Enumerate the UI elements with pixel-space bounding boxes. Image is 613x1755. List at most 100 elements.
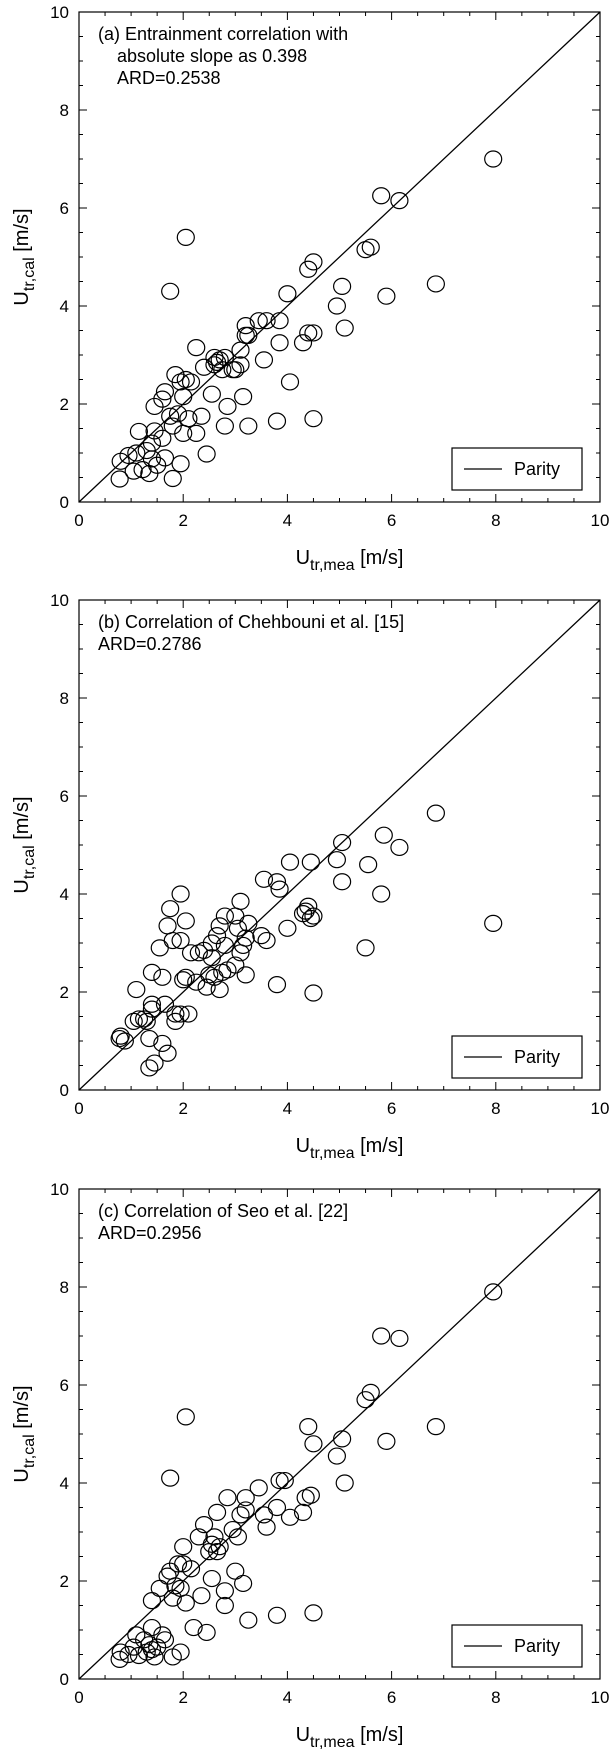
- data-point: [155, 383, 175, 401]
- data-point: [257, 1518, 276, 1536]
- y-tick-label: 2: [60, 1572, 69, 1591]
- data-point: [153, 1034, 172, 1053]
- data-point: [192, 1587, 211, 1605]
- data-point: [163, 469, 182, 488]
- data-point: [267, 1606, 287, 1624]
- chart-panel-1: 0 2 4 6 8 10 0 2 4 6 8 10 Utr,mea [m/s] Utr,cal [m/s]…: [11, 591, 609, 1162]
- data-point: [145, 1648, 164, 1666]
- data-point: [176, 370, 195, 389]
- data-point: [361, 1383, 380, 1401]
- data-point: [218, 961, 237, 979]
- data-point: [226, 956, 245, 974]
- data-point: [327, 1447, 346, 1465]
- data-point: [158, 917, 177, 935]
- data-point: [187, 339, 206, 357]
- data-point: [236, 317, 255, 335]
- data-point: [249, 1479, 268, 1497]
- data-point: [239, 914, 258, 933]
- data-point: [166, 366, 185, 384]
- y-tick-label: 2: [60, 983, 69, 1002]
- x-tick-label: 0: [74, 1099, 83, 1118]
- data-point: [127, 980, 146, 999]
- data-point: [327, 297, 346, 315]
- data-point: [171, 455, 190, 473]
- data-point: [275, 1471, 294, 1490]
- chart-title: (c) Correlation of Seo et al. [22]: [98, 1201, 348, 1221]
- data-point: [148, 1638, 167, 1656]
- data-point: [129, 1010, 149, 1028]
- data-point: [184, 1618, 203, 1637]
- data-point: [390, 838, 409, 857]
- data-point: [226, 361, 245, 379]
- data-point: [110, 1029, 129, 1048]
- data-point: [145, 1054, 164, 1072]
- x-tick-label: 2: [178, 511, 187, 530]
- x-tick-label: 2: [178, 1099, 187, 1118]
- data-point: [377, 1432, 396, 1450]
- data-point: [333, 873, 352, 891]
- y-tick-label: 4: [60, 1474, 69, 1493]
- data-point: [327, 851, 346, 869]
- chart-subtitle: absolute slope as 0.398: [117, 46, 307, 66]
- data-point: [236, 1501, 255, 1519]
- data-point: [257, 931, 276, 950]
- data-point: [267, 412, 287, 430]
- data-point: [176, 968, 195, 986]
- y-axis-label: Utr,cal [m/s]: [11, 208, 38, 305]
- y-tick-label: 0: [60, 1670, 69, 1689]
- data-point: [142, 1640, 162, 1659]
- data-point: [293, 334, 313, 352]
- parity-line: [78, 1188, 601, 1680]
- data-point: [426, 275, 445, 293]
- data-point: [174, 388, 193, 406]
- data-point: [200, 966, 219, 984]
- data-point: [270, 1471, 289, 1490]
- chart-title: (b) Correlation of Chehbouni et al. [15]: [98, 612, 404, 632]
- data-point: [304, 1435, 323, 1453]
- legend-label: Parity: [514, 1636, 560, 1656]
- data-point: [176, 1594, 195, 1612]
- data-point: [171, 373, 190, 391]
- data-point: [148, 456, 167, 474]
- x-tick-label: 6: [387, 511, 396, 530]
- data-point: [236, 966, 255, 984]
- ard-annotation: ARD=0.2786: [98, 634, 202, 654]
- data-point: [374, 826, 393, 844]
- data-point: [254, 351, 274, 369]
- data-point: [390, 1329, 409, 1348]
- y-tick-label: 0: [60, 1081, 69, 1100]
- x-tick-label: 6: [387, 1099, 396, 1118]
- data-point: [210, 980, 229, 999]
- data-point: [163, 1648, 182, 1666]
- data-point: [129, 1646, 149, 1665]
- data-point: [210, 351, 229, 369]
- data-point: [215, 907, 234, 925]
- data-point: [161, 900, 180, 918]
- data-point: [226, 1562, 245, 1580]
- data-point: [304, 410, 323, 428]
- data-point: [239, 326, 258, 344]
- x-axis-label: Utr,mea [m/s]: [296, 1724, 404, 1750]
- data-point: [215, 936, 234, 955]
- data-point: [119, 446, 138, 465]
- y-tick-label: 6: [60, 199, 69, 218]
- data-point: [202, 385, 221, 403]
- ard-annotation: ARD=0.2538: [117, 68, 221, 88]
- data-point: [215, 1582, 234, 1600]
- data-point: [215, 417, 234, 435]
- data-point: [335, 319, 354, 337]
- data-point: [301, 1486, 320, 1504]
- data-point: [210, 917, 229, 935]
- data-point: [377, 287, 396, 305]
- data-point: [140, 1029, 159, 1048]
- data-point: [168, 1555, 188, 1573]
- x-tick-label: 0: [74, 511, 83, 530]
- data-point: [168, 405, 188, 423]
- data-point: [142, 963, 162, 982]
- data-point: [192, 407, 211, 425]
- x-axis-label: Utr,mea [m/s]: [296, 1135, 404, 1162]
- y-tick-label: 4: [60, 885, 69, 904]
- y-tick-label: 0: [60, 493, 69, 512]
- data-point: [280, 1508, 300, 1526]
